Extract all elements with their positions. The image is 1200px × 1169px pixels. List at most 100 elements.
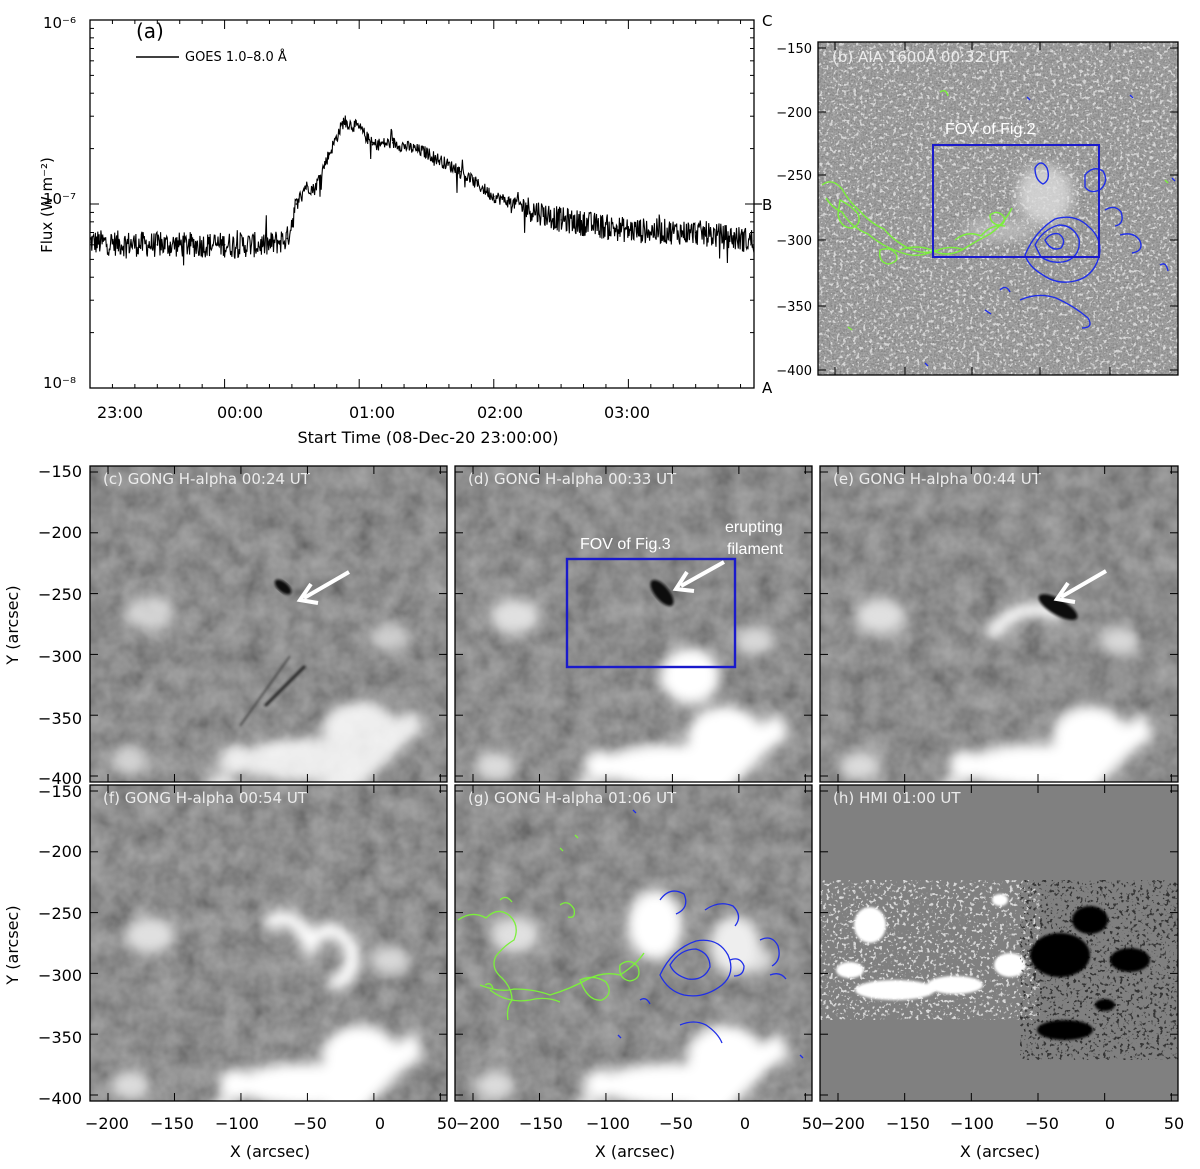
erupting-label: erupting	[725, 519, 783, 536]
panel-e-title: (e) GONG H-alpha 00:44 UT	[833, 470, 1042, 488]
fov-fig3-box	[565, 557, 737, 669]
goes-data-point	[425, 151, 428, 154]
col2-x-ticks: −200 −150 −100 −50 0 50	[456, 1114, 822, 1133]
panel-h-title: (h) HMI 01:00 UT	[833, 789, 961, 807]
x-tick-label: −50	[293, 1114, 327, 1133]
panel-a: (a) GOES 1.0–8.0 Å 10⁻⁶ 10⁻⁷ 10⁻⁸ C B A …	[38, 12, 773, 447]
x-tick-label: 23:00	[97, 403, 143, 422]
goes-data-point	[753, 240, 754, 242]
goes-data-point	[392, 142, 394, 144]
goes-data-point	[286, 237, 289, 240]
x-tick-label: −50	[659, 1114, 693, 1133]
panel-a-ylabel: Flux (W m⁻²)	[38, 157, 56, 253]
y-tick-label: 10⁻⁸	[43, 374, 76, 392]
x-tick-label: −100	[215, 1114, 259, 1133]
panel-a-frame	[89, 19, 755, 389]
x-tick-label: 0	[1105, 1114, 1115, 1133]
goes-data-point	[627, 229, 630, 232]
y-tick-label: −150	[38, 782, 82, 801]
panel-d-frame	[454, 465, 813, 783]
y-tick-label: −250	[38, 585, 82, 604]
panel-g-title: (g) GONG H-alpha 01:06 UT	[468, 789, 677, 807]
row2-y-ticks: −150 −200 −250 −300 −350 −400	[38, 782, 82, 1108]
x-tick-label: −150	[519, 1114, 563, 1133]
y-tick-label: 10⁻⁶	[43, 14, 76, 32]
panel-b-ticks	[818, 42, 1178, 375]
panel-f-frame	[89, 784, 448, 1102]
x-tick-label: −100	[586, 1114, 630, 1133]
fov-fig2-box	[932, 144, 1100, 258]
panel-a-label: (a)	[136, 19, 164, 43]
row2-ylabel: Y (arcsec)	[3, 905, 22, 985]
goes-data-point	[459, 170, 461, 173]
goes-data-point	[342, 120, 345, 123]
y-tick-label: −200	[776, 106, 812, 121]
goes-data-point	[371, 143, 374, 146]
filament-label: filament	[727, 541, 784, 558]
x-tick-label: 03:00	[604, 403, 650, 422]
panel-f-title: (f) GONG H-alpha 00:54 UT	[103, 789, 308, 807]
negative-contours	[617, 809, 804, 1059]
row1-ylabel: Y (arcsec)	[3, 585, 22, 665]
x-tick-label: −150	[150, 1114, 194, 1133]
panel-g-frame	[454, 784, 813, 1102]
panel-b-frame	[817, 41, 1179, 376]
y-tick-label: −300	[38, 647, 82, 666]
x-tick-label: 50	[802, 1114, 822, 1133]
y-tick-label: −350	[38, 1028, 82, 1047]
y-tick-label: −250	[776, 169, 812, 184]
map-ticks	[90, 466, 1178, 1101]
x-tick-label: −200	[821, 1114, 865, 1133]
y-tick-label: −300	[776, 234, 812, 249]
panel-e-frame	[819, 465, 1179, 783]
panel-b: FOV of Fig.2 (b) AIA 1600Å 00:32 UT −150…	[776, 41, 1179, 379]
x-tick-label: 50	[437, 1114, 457, 1133]
panel-g: (g) GONG H-alpha 01:06 UT	[454, 784, 813, 1102]
goes-data-point	[295, 203, 298, 205]
row1-y-ticks: −150 −200 −250 −300 −350 −400	[38, 462, 82, 788]
goes-data-point	[327, 156, 329, 158]
positive-contours	[457, 834, 645, 1021]
y-tick-label: −350	[776, 300, 812, 315]
goes-data-point	[304, 185, 307, 187]
goes-data-point	[268, 244, 271, 246]
goes-data-point	[694, 231, 697, 234]
x-tick-label: −150	[886, 1114, 930, 1133]
col3-xlabel: X (arcsec)	[960, 1142, 1040, 1161]
panel-h: (h) HMI 01:00 UT	[819, 784, 1179, 1102]
panel-c-title: (c) GONG H-alpha 00:24 UT	[103, 470, 311, 488]
y-tick-label: −150	[776, 42, 812, 57]
y-tick-label: −200	[38, 842, 82, 861]
y-tick-label: −250	[38, 904, 82, 923]
fov-fig3-label: FOV of Fig.3	[580, 536, 671, 553]
panel-a-xlabel: Start Time (08-Dec-20 23:00:00)	[297, 428, 558, 447]
arrow-icon	[296, 570, 351, 605]
panel-f: (f) GONG H-alpha 00:54 UT	[89, 784, 448, 1102]
arrow-icon	[672, 560, 725, 593]
panel-h-frame	[819, 784, 1179, 1102]
positive-contours	[821, 89, 1169, 331]
x-tick-label: 50	[1164, 1114, 1184, 1133]
y-tick-label: −350	[38, 709, 82, 728]
goes-data-point	[358, 126, 361, 129]
y-tick-label: −400	[38, 1089, 82, 1108]
panel-b-title: (b) AIA 1600Å 00:32 UT	[832, 47, 1010, 66]
goes-data-point	[560, 219, 562, 221]
panel-d: FOV of Fig.3 erupting filament (d) GONG …	[454, 465, 813, 783]
arrow-icon	[1053, 569, 1108, 604]
x-tick-label: 01:00	[349, 403, 395, 422]
y-tick-label: −300	[38, 966, 82, 985]
x-tick-label: 0	[375, 1114, 385, 1133]
col2-xlabel: X (arcsec)	[595, 1142, 675, 1161]
x-tick-label: −50	[1025, 1114, 1059, 1133]
x-tick-label: 02:00	[477, 403, 523, 422]
x-tick-label: −200	[456, 1114, 500, 1133]
goes-class-c: C	[762, 12, 772, 30]
goes-data-point	[493, 195, 495, 198]
goes-flux-series	[90, 115, 754, 266]
goes-data-point	[156, 244, 159, 246]
col1-x-ticks: −200 −150 −100 −50 0 50	[85, 1114, 457, 1133]
legend-label: GOES 1.0–8.0 Å	[185, 49, 287, 65]
panel-c-frame	[89, 465, 448, 783]
